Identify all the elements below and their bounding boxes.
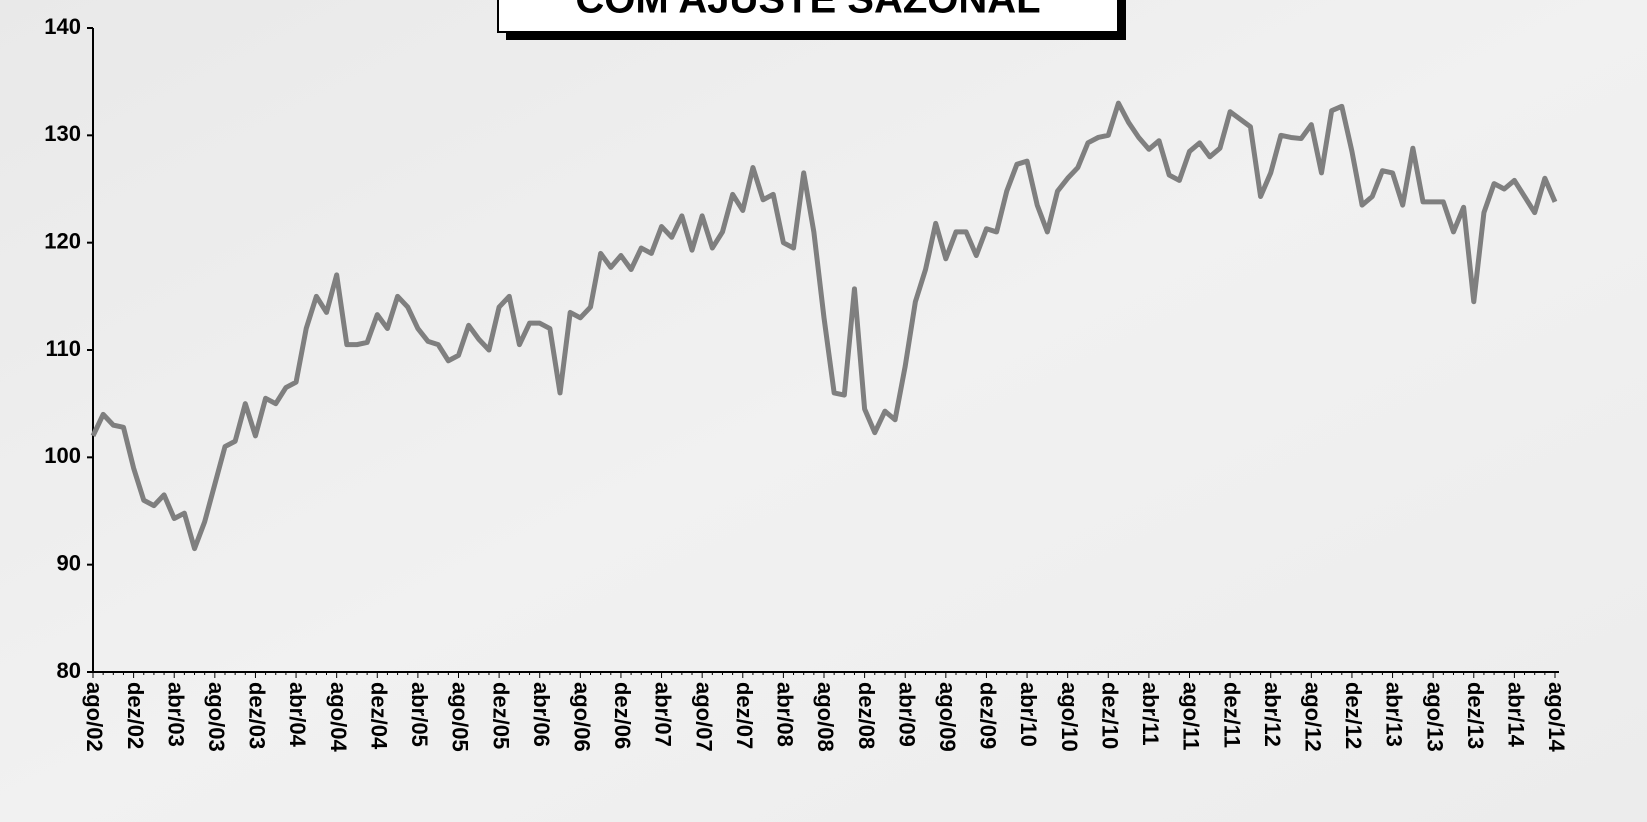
x-tick-label: abr/04 xyxy=(285,682,310,748)
y-tick-label: 120 xyxy=(44,228,81,253)
x-tick-label: abr/07 xyxy=(651,682,676,747)
x-tick-label: ago/10 xyxy=(1057,682,1082,752)
x-tick-label: ago/12 xyxy=(1301,682,1326,752)
x-tick-label: abr/03 xyxy=(163,682,188,747)
x-tick-label: abr/09 xyxy=(894,682,919,747)
x-tick-label: abr/10 xyxy=(1016,682,1041,747)
x-tick-label: abr/12 xyxy=(1260,682,1285,747)
data-line xyxy=(90,100,1558,552)
x-tick-label: dez/02 xyxy=(123,682,148,749)
x-tick-label: abr/11 xyxy=(1138,682,1163,746)
x-tick-label: ago/09 xyxy=(935,682,960,752)
x-tick-label: ago/07 xyxy=(691,682,716,752)
x-tick-label: abr/08 xyxy=(773,682,798,747)
x-tick-label: dez/08 xyxy=(854,682,879,749)
x-tick-label: dez/07 xyxy=(732,682,757,749)
x-tick-label: ago/11 xyxy=(1179,682,1204,750)
x-tick-label: ago/05 xyxy=(448,682,473,752)
y-tick-label: 100 xyxy=(44,443,81,468)
y-tick-label: 90 xyxy=(57,550,81,575)
x-tick-label: ago/14 xyxy=(1544,682,1569,752)
x-tick-label: dez/10 xyxy=(1097,682,1122,749)
x-tick-label: ago/02 xyxy=(82,682,107,752)
x-tick-label: dez/06 xyxy=(610,682,635,749)
y-tick-label: 110 xyxy=(46,336,82,361)
x-tick-label: ago/03 xyxy=(204,682,229,752)
x-tick-label: dez/13 xyxy=(1463,682,1488,749)
y-tick-label: 140 xyxy=(44,14,81,39)
chart-title: COM AJUSTE SAZONAL xyxy=(575,0,1040,22)
x-tick-label: dez/03 xyxy=(245,682,270,749)
x-tick-label: dez/04 xyxy=(366,682,391,750)
x-tick-label: ago/08 xyxy=(813,682,838,752)
x-tick-label: abr/06 xyxy=(529,682,554,747)
x-tick-label: abr/14 xyxy=(1504,682,1529,748)
x-tick-label: ago/13 xyxy=(1422,682,1447,752)
x-tick-label: ago/04 xyxy=(326,682,351,752)
title-box xyxy=(497,0,1119,33)
x-tick-label: dez/11 xyxy=(1219,682,1244,748)
x-tick-label: dez/05 xyxy=(488,682,513,749)
y-tick-label: 130 xyxy=(44,121,81,146)
x-tick-label: dez/12 xyxy=(1341,682,1366,749)
x-tick-label: abr/05 xyxy=(407,682,432,747)
y-tick-label: 80 xyxy=(57,658,81,683)
x-tick-label: abr/13 xyxy=(1382,682,1407,747)
x-tick-label: dez/09 xyxy=(976,682,1001,749)
x-tick-label: ago/06 xyxy=(570,682,595,752)
